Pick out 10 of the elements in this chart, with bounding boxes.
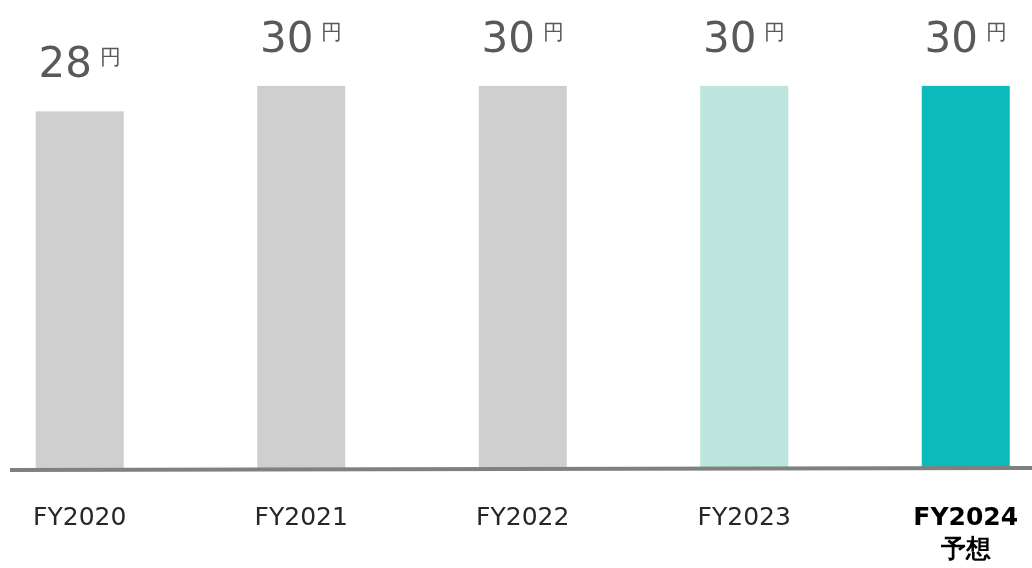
x-tick-label: FY2020 — [33, 502, 127, 531]
x-tick-label: FY2023 — [697, 502, 791, 531]
data-label: 30$^{円}$ — [481, 12, 564, 62]
x-tick-label: FY2024 予想 — [913, 502, 1019, 563]
data-label: 30$^{円}$ — [260, 12, 343, 62]
x-tick-label: FY2022 — [476, 502, 570, 531]
data-label: 30$^{円}$ — [924, 12, 1007, 62]
data-label: 30$^{円}$ — [703, 12, 786, 62]
data-label: 28$^{円}$ — [38, 38, 121, 88]
x-tick-label: FY2021 — [254, 502, 348, 531]
